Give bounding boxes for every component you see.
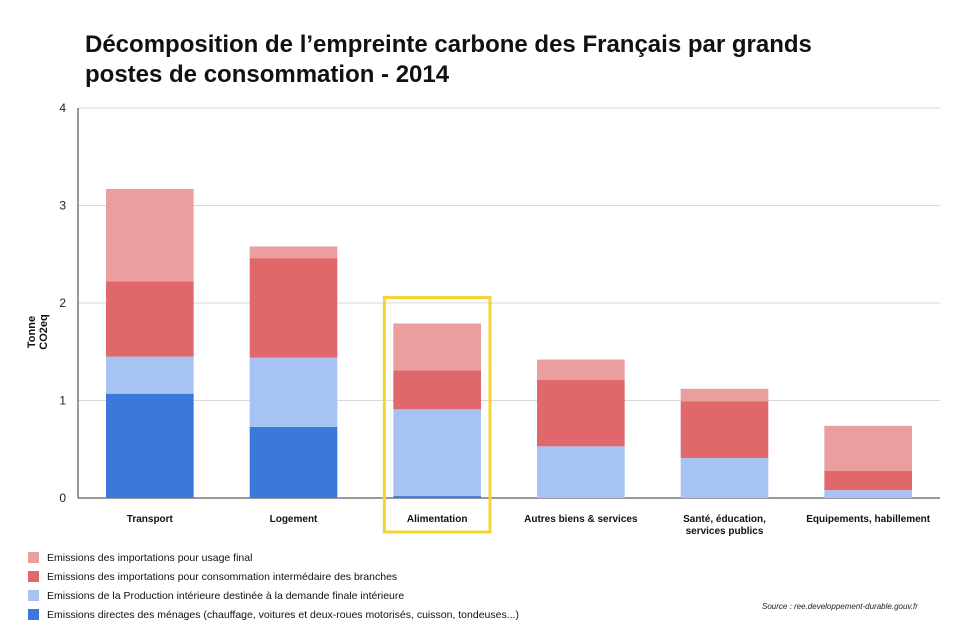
x-tick-label: Equipements, habillement [806, 514, 931, 525]
highlight-box [382, 295, 492, 534]
bar-segment-1-1 [249, 357, 338, 427]
legend-swatch [28, 552, 39, 563]
bar-segment-0-3 [106, 188, 194, 282]
legend-item: Emissions de la Production intérieure de… [28, 586, 519, 605]
legend-swatch [28, 571, 39, 582]
bar-segment-1-2 [249, 258, 338, 358]
legend-label: Emissions directes des ménages (chauffag… [47, 608, 519, 621]
bar-segment-1-0 [249, 426, 338, 498]
bar-segment-3-1 [537, 446, 625, 498]
y-tick-label: 2 [59, 296, 66, 310]
x-tick-label: Santé, éducation, services publics [683, 514, 766, 537]
legend-swatch [28, 590, 39, 601]
bar-segment-5-1 [824, 490, 912, 498]
y-tick-label: 3 [59, 199, 66, 213]
highlight-layer [382, 295, 492, 534]
bar-segment-5-3 [824, 425, 912, 471]
bar-segment-4-3 [680, 388, 769, 402]
x-tick-label: Logement [270, 514, 318, 525]
bars [106, 188, 912, 498]
x-tick-labels: Transport Logement Alimentation Autres bien… [127, 514, 931, 537]
bar-segment-0-2 [106, 281, 194, 357]
legend-swatch [28, 609, 39, 620]
bar-segment-1-3 [249, 246, 338, 259]
y-tick-label: 0 [59, 491, 66, 505]
legend-item: Emissions des importations pour usage fi… [28, 548, 519, 567]
y-tick-label: 4 [59, 101, 66, 115]
source-note: Source : ree.developpement-durable.gouv.… [762, 602, 918, 611]
chart-title: Décomposition de l’empreinte carbone des… [85, 31, 812, 88]
bar-segment-3-3 [537, 359, 625, 381]
bar-segment-5-2 [824, 470, 912, 491]
x-tick-label: Autres biens & services [524, 514, 638, 525]
bar-segment-0-0 [106, 393, 194, 498]
bar-segment-2-3 [393, 323, 481, 371]
bar-segment-2-2 [393, 370, 481, 410]
legend-label: Emissions des importations pour usage fi… [47, 551, 253, 564]
bar-segment-3-2 [537, 380, 625, 447]
y-tick-label: 1 [59, 394, 66, 408]
legend-label: Emissions des importations pour consomma… [47, 570, 398, 583]
legend: Emissions des importations pour usage fi… [28, 548, 519, 624]
bar-segment-4-2 [680, 401, 769, 459]
bar-segment-2-1 [393, 409, 481, 497]
x-tick-label: Alimentation [407, 514, 468, 525]
legend-item: Emissions directes des ménages (chauffag… [28, 605, 519, 624]
legend-label: Emissions de la Production intérieure de… [47, 589, 405, 602]
legend-item: Emissions des importations pour consomma… [28, 567, 519, 586]
gridlines: 0 1 2 3 4 [59, 101, 940, 505]
bar-segment-2-0 [393, 496, 481, 498]
y-axis-label: Tonne CO2eq [26, 314, 50, 350]
bar-segment-4-1 [680, 458, 769, 498]
bar-segment-0-1 [106, 356, 194, 394]
x-tick-label: Transport [127, 514, 174, 525]
